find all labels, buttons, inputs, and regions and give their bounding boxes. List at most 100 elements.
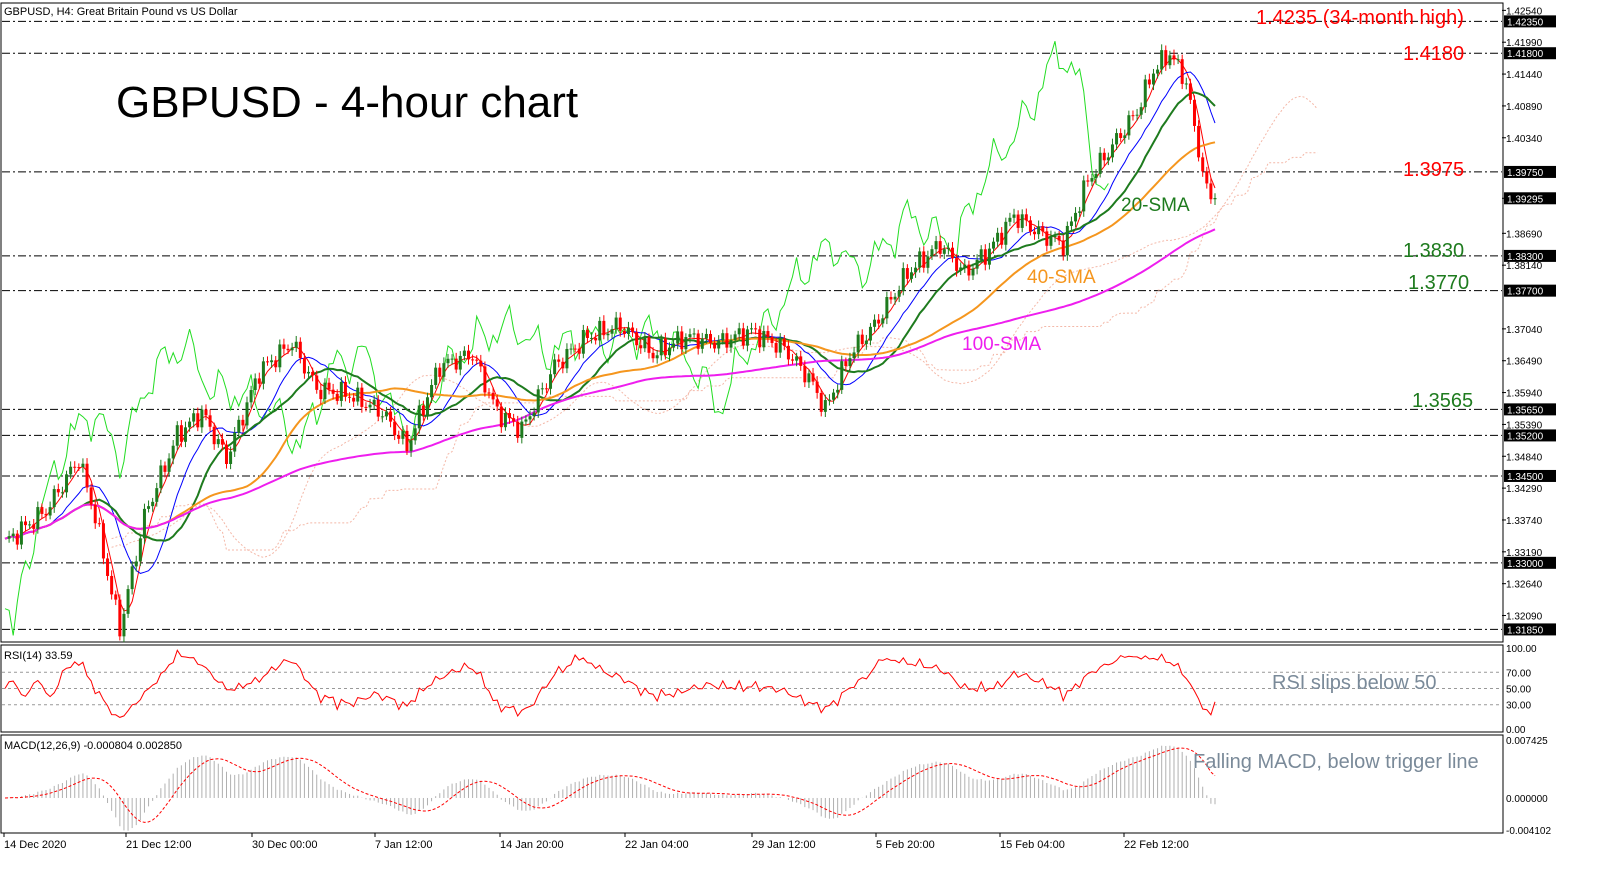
candle-body (536, 389, 540, 413)
candle-body (138, 538, 142, 562)
candle-body (15, 533, 19, 545)
candle-body (405, 430, 409, 452)
candle-body (327, 382, 331, 390)
candle-body (229, 451, 233, 464)
candle-body (233, 432, 237, 452)
candle-body (224, 444, 228, 464)
candle-body (69, 466, 73, 475)
candle-body (774, 342, 778, 353)
candle-body (778, 338, 782, 353)
x-tick-label: 22 Jan 04:00 (625, 839, 689, 851)
candle-body (1172, 55, 1176, 60)
candle-body (442, 363, 446, 377)
level-price-box (1504, 249, 1556, 262)
candle-body (368, 404, 372, 408)
level-price-box (1504, 556, 1556, 569)
candle-body (901, 268, 905, 291)
sma100-line (4, 228, 1216, 540)
y-tick-label: 1.35940 (1506, 389, 1543, 400)
candle-body (32, 524, 36, 529)
rsi-tick-label: 70.00 (1506, 668, 1531, 679)
candle-body (877, 319, 881, 324)
candle-body (598, 320, 602, 341)
candle-body (807, 373, 811, 383)
candle-body (81, 463, 85, 468)
candle-body (274, 360, 278, 368)
candle-body (561, 361, 565, 369)
candle-body (1094, 173, 1098, 179)
kijun-sen-line (4, 71, 1216, 574)
candle-body (1000, 232, 1004, 245)
candle-body (508, 413, 512, 419)
x-tick-label: 14 Dec 2020 (4, 839, 66, 851)
candle-body (409, 440, 413, 452)
candle-body (192, 413, 196, 422)
candle-body (503, 413, 507, 428)
candle-body (528, 416, 532, 420)
cloud-span-b (111, 152, 1318, 551)
candle-body (1180, 59, 1184, 84)
candle-body (791, 359, 795, 361)
candle-body (680, 331, 684, 350)
candle-body (40, 507, 44, 514)
candle-body (499, 406, 503, 428)
y-tick-label: 1.37040 (1506, 325, 1543, 336)
chikou-span-line (4, 41, 1109, 636)
candle-body (196, 413, 200, 428)
candle-body (200, 409, 204, 428)
candle-body (1041, 226, 1045, 232)
candle-body (553, 359, 557, 375)
candle-body (840, 361, 844, 390)
macd-tick-label: 0.000000 (1506, 794, 1548, 805)
candle-body (261, 361, 265, 384)
candle-body (348, 396, 352, 398)
candle-body (183, 427, 187, 442)
x-tick-label: 15 Feb 04:00 (1000, 839, 1065, 851)
candle-body (270, 360, 274, 363)
candle-body (590, 337, 594, 339)
candle-body (1164, 50, 1168, 66)
candle-body (307, 371, 311, 374)
candle-body (1115, 133, 1119, 145)
candle-body (1049, 236, 1053, 246)
candle-body (848, 358, 852, 366)
candle-body (1053, 235, 1057, 237)
candle-body (610, 329, 614, 334)
candle-body (618, 317, 622, 331)
candle-body (106, 558, 110, 576)
rsi-tick-label: 50.00 (1506, 685, 1531, 696)
candle-body (622, 330, 626, 334)
candle-body (520, 421, 524, 438)
candle-body (339, 381, 343, 401)
y-tick-label: 1.38690 (1506, 229, 1543, 240)
candle-body (856, 334, 860, 353)
level-price-box (1504, 429, 1556, 442)
candle-body (946, 247, 950, 250)
candle-body (639, 345, 643, 349)
y-tick-label: 1.36490 (1506, 357, 1543, 368)
candle-body (881, 318, 885, 324)
candle-body (532, 412, 536, 417)
candle-body (512, 418, 516, 422)
candle-body (987, 248, 991, 265)
level-annotation-1-4180: 1.4180 (1403, 43, 1464, 65)
current-price-box (1504, 192, 1556, 205)
candle-body (1037, 226, 1041, 235)
candle-body (983, 249, 987, 265)
candle-body (971, 268, 975, 276)
macd-tick-label: 0.007425 (1506, 736, 1548, 747)
candle-body (7, 536, 11, 539)
candle-body (413, 428, 417, 441)
candle-body (750, 328, 754, 330)
candle-body (475, 359, 479, 361)
candle-body (868, 326, 872, 341)
sma40-label: 40-SMA (1027, 267, 1096, 288)
candle-body (311, 371, 315, 376)
candle-body (975, 259, 979, 269)
rsi-tick-label: 0.00 (1506, 725, 1526, 736)
indicator-lines (4, 41, 1216, 636)
candle-body (795, 356, 799, 361)
candle-body (1188, 83, 1192, 100)
level-price-box (1504, 284, 1556, 297)
candle-body (1205, 171, 1209, 184)
